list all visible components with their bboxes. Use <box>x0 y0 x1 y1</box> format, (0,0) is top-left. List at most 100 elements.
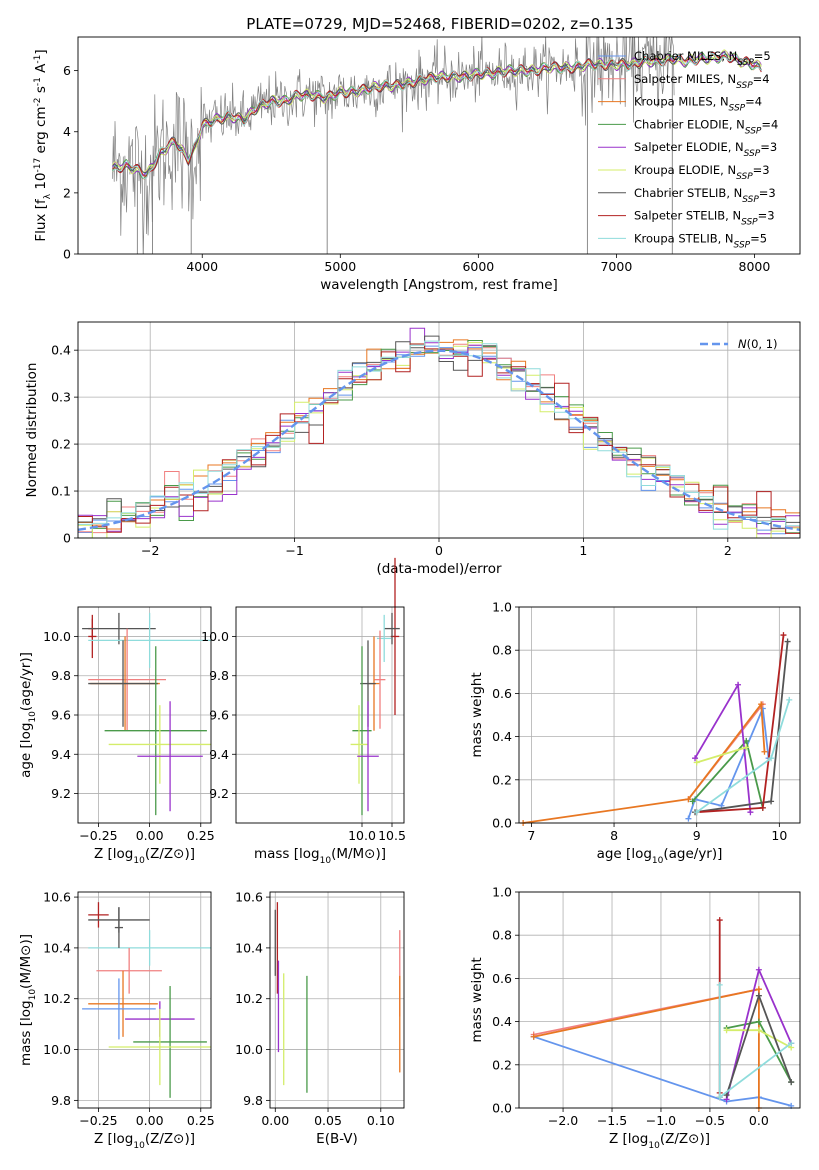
x-tick-label: 0.25 <box>187 1113 215 1128</box>
data-point-marker <box>692 755 699 762</box>
data-point-marker <box>755 1018 762 1025</box>
x-tick-label: −0.5 <box>695 1113 725 1128</box>
x-axis-label: Z [log10(Z/Z⊙)] <box>94 846 195 866</box>
y-tick-label: 0.6 <box>492 971 512 986</box>
y-tick-label: 9.4 <box>51 747 71 762</box>
y-tick-label: 0.3 <box>51 390 71 405</box>
mass-weight-line <box>696 634 785 814</box>
y-tick-label: 0.0 <box>492 816 512 831</box>
x-tick-label: 4000 <box>186 259 218 274</box>
data-point-marker <box>716 917 723 924</box>
x-tick-label: 8 <box>610 828 618 843</box>
y-tick-label: 0.2 <box>51 437 71 452</box>
x-axis-label: wavelength [Angstrom, rest frame] <box>320 277 558 293</box>
x-tick-label: −1.5 <box>597 1113 627 1128</box>
y-tick-label: 10.2 <box>43 991 71 1006</box>
residual-histogram-step <box>78 340 800 530</box>
model-spectrum-line <box>112 51 762 174</box>
y-tick-label: 9.8 <box>51 668 71 683</box>
legend-label: Chabrier ELODIE, NSSP=4 <box>634 117 778 136</box>
x-tick-label: 10.5 <box>378 828 406 843</box>
mass-weight-line <box>687 705 770 819</box>
y-tick-label: 10.0 <box>43 1042 71 1057</box>
x-tick-label: 0.10 <box>367 1113 395 1128</box>
spectrum-panel: 4000 5000 6000 7000 8000 0 2 4 6 wavelength [Angs… <box>33 36 801 293</box>
data-point-marker <box>758 701 765 708</box>
y-tick-label: 9.4 <box>209 747 229 762</box>
data-point-marker <box>788 1079 795 1086</box>
y-tick-label: 10.4 <box>235 940 263 955</box>
model-spectrum-line <box>112 51 762 179</box>
x-tick-label: 7000 <box>600 259 632 274</box>
x-axis-label: Z [log10(Z/Z⊙)] <box>94 1131 195 1151</box>
y-tick-label: 0.8 <box>492 928 512 943</box>
y-tick-label: 9.2 <box>209 786 229 801</box>
y-tick-label: 1.0 <box>492 885 512 900</box>
mass-vs-z-panel: −0.25 0.00 0.25 9.8 10.0 10.2 10.4 10.6 Z [log10… <box>18 890 215 1151</box>
x-tick-label: 5000 <box>324 259 356 274</box>
data-point-marker <box>755 992 762 999</box>
x-tick-label: 0 <box>435 543 443 558</box>
normal-distribution-curve <box>77 349 801 531</box>
age-vs-z-panel: −0.25 0.00 0.25 9.2 9.4 9.6 9.8 10.0 Z [log10(Z/… <box>18 606 215 866</box>
data-point-marker <box>716 981 723 988</box>
data-point-marker <box>693 809 700 816</box>
mass-weight-line <box>522 701 766 824</box>
data-point-marker <box>768 798 775 805</box>
y-tick-label: 2 <box>63 185 71 200</box>
axes-frame <box>77 321 801 539</box>
y-tick-label: 0 <box>63 247 71 262</box>
y-tick-label: 9.8 <box>51 1093 71 1108</box>
x-axis-label: age [log10(age/yr)] <box>597 846 723 866</box>
y-tick-label: 0.6 <box>492 686 512 701</box>
observed-spectrum-line <box>112 37 675 254</box>
y-tick-label: 0.1 <box>51 484 71 499</box>
data-point-marker <box>759 804 766 811</box>
data-point-marker <box>768 755 775 762</box>
x-tick-label: 0.00 <box>136 1113 164 1128</box>
x-tick-label: 1 <box>579 543 587 558</box>
legend-label: Kroupa STELIB, NSSP=5 <box>634 231 767 250</box>
mass-weight-line <box>691 739 764 809</box>
y-axis-label: mass weight <box>469 672 485 757</box>
legend-label: Kroupa MILES, NSSP=4 <box>634 95 762 114</box>
mass-weight-line <box>696 746 747 764</box>
axes-frame <box>518 606 801 824</box>
y-tick-label: 10.6 <box>43 890 71 905</box>
x-tick-label: 8000 <box>739 259 771 274</box>
data-point-marker <box>761 748 768 755</box>
data-point-marker <box>716 1094 723 1101</box>
y-tick-label: 9.8 <box>209 668 229 683</box>
y-tick-label: 0 <box>63 531 71 546</box>
x-tick-label: 10 <box>771 828 787 843</box>
x-axis-label: Z [log10(Z/Z⊙)] <box>609 1131 710 1151</box>
data-point-marker <box>788 1040 795 1047</box>
y-axis-label: age [log10(age/yr)] <box>18 652 38 778</box>
y-tick-label: 1.0 <box>492 600 512 615</box>
data-point-marker <box>784 638 791 645</box>
data-point-marker <box>780 632 787 639</box>
mass-weight-vs-z-panel: −2.0 −1.5 −1.0 −0.5 0.0 0.0 0.2 0.4 0.6 0.8 1.0 Z [… <box>469 885 801 1151</box>
x-tick-label: −0.25 <box>79 828 117 843</box>
y-tick-label: 10.2 <box>235 991 263 1006</box>
axes-frame <box>518 891 801 1109</box>
axes-frame <box>77 606 212 824</box>
chart-title: PLATE=0729, MJD=52468, FIBERID=0202, z=0… <box>246 15 633 33</box>
y-tick-label: 0.4 <box>492 1014 512 1029</box>
data-point-marker <box>786 696 793 703</box>
y-tick-label: 0.2 <box>492 1057 512 1072</box>
data-point-marker <box>755 1027 762 1034</box>
legend-label: Salpeter STELIB, NSSP=3 <box>634 209 775 228</box>
x-tick-label: 10.0 <box>348 828 376 843</box>
y-tick-label: 9.6 <box>51 708 71 723</box>
legend-label: Chabrier STELIB, NSSP=3 <box>634 186 776 205</box>
model-spectrum-line <box>112 51 762 177</box>
x-tick-label: 9 <box>693 828 701 843</box>
legend-label: Kroupa ELODIE, NSSP=3 <box>634 163 770 182</box>
x-tick-label: 6000 <box>462 259 494 274</box>
y-axis-label: mass [log10(M/M⊙)] <box>18 934 38 1066</box>
y-tick-label: 10.4 <box>43 940 71 955</box>
x-tick-label: −2 <box>141 543 159 558</box>
